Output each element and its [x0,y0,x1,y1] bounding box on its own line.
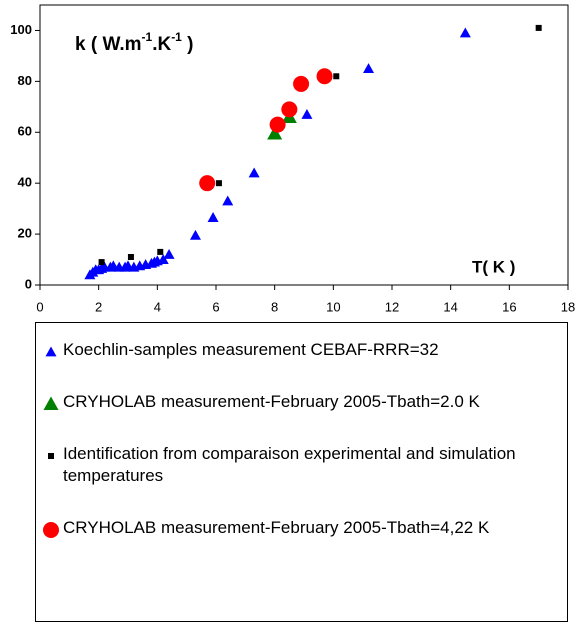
marker-square [535,24,542,31]
x-tick-label: 10 [326,299,340,314]
x-axis-label: T( K ) [472,257,515,276]
marker-triangle [267,126,283,140]
superscript: -1 [171,30,182,44]
legend-entry: Identification from comparaison experime… [42,443,567,487]
legend-entry: Koechlin-samples measurement CEBAF-RRR=3… [42,339,567,361]
marker-square [157,248,164,255]
legend-label: CRYHOLAB measurement-February 2005-Tbath… [63,518,490,537]
marker-triangle [189,229,201,240]
label-part: ) [182,34,194,55]
y-tick-label: 100 [10,22,32,37]
marker-square [333,73,340,80]
x-tick-label: 12 [385,299,399,314]
x-tick-label: 18 [561,299,575,314]
x-tick-label: 4 [154,299,161,314]
legend-label: Koechlin-samples measurement CEBAF-RRR=3… [63,340,439,359]
marker-triangle [459,27,471,38]
marker-square [215,180,222,187]
marker-triangle [43,396,59,410]
legend-entry: CRYHOLAB measurement-February 2005-Tbath… [42,391,567,413]
marker-circle [199,175,216,192]
legend: Koechlin-samples measurement CEBAF-RRR=3… [35,322,568,622]
legend-label: CRYHOLAB measurement-February 2005-Tbath… [63,392,480,411]
legend-entry: CRYHOLAB measurement-February 2005-Tbath… [42,517,567,539]
legend-label: Identification from comparaison experime… [63,444,516,485]
x-tick-label: 14 [443,299,457,314]
marker-circle [281,101,298,118]
y-tick-label: 60 [18,124,32,139]
x-tick-label: 0 [36,299,43,314]
y-axis-label: k ( W.m-1.K-1 ) [75,30,193,55]
marker-triangle [248,167,260,178]
y-tick-label: 20 [18,226,32,241]
marker-triangle [163,248,175,259]
marker-triangle [207,212,219,222]
marker-square [98,259,105,266]
marker-circle [293,75,310,92]
legend-icon [43,522,59,538]
marker-circle [316,68,333,85]
plot-frame [39,4,569,286]
marker-triangle [363,63,375,74]
x-tick-label: 2 [95,299,102,314]
legend-icon [48,453,54,459]
y-tick-label: 40 [18,175,32,190]
y-tick-label: 80 [18,73,32,88]
x-tick-label: 16 [502,299,516,314]
x-tick-label: 6 [212,299,219,314]
y-tick-label: 0 [25,276,32,291]
marker-circle [269,116,286,133]
marker-circle [43,522,59,538]
marker-triangle [45,346,57,357]
legend-icon [45,346,57,357]
page: 0 2 4 6 8 10 12 14 16 18 0 20 40 60 80 100 k ( W.m-1.K-1… [10,4,575,622]
label-part: k ( W.m [75,34,142,55]
legend-icon [43,396,59,410]
label-part: .K [152,34,171,55]
superscript: -1 [142,30,153,44]
x-tick-label: 8 [271,299,278,314]
marker-square [127,254,134,260]
marker-square [48,453,54,459]
marker-triangle [301,108,313,119]
marker-triangle [222,195,234,206]
marker-triangle [157,254,169,264]
